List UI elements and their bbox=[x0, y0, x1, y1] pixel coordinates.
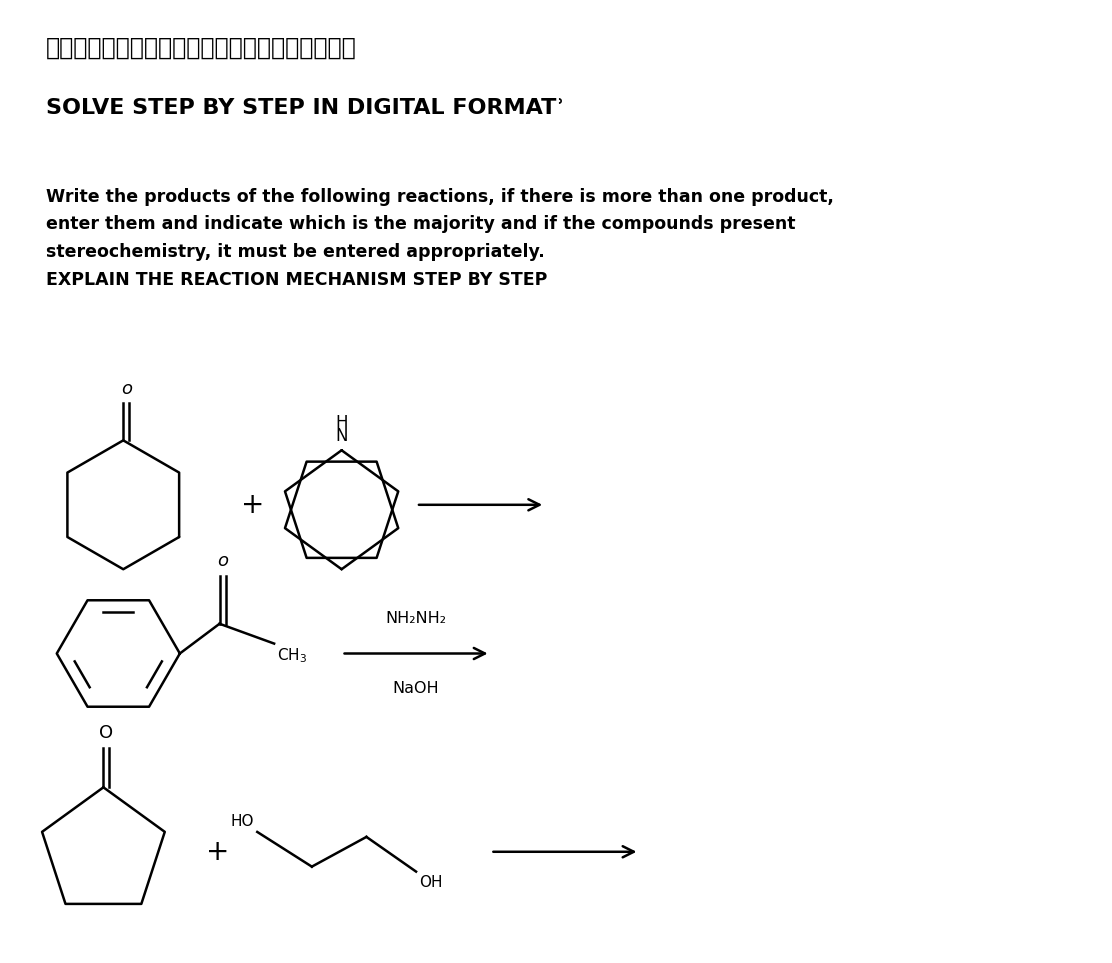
Text: NH₂NH₂: NH₂NH₂ bbox=[386, 611, 447, 626]
Text: SOLVE STEP BY STEP IN DIGITAL FORMATʾ: SOLVE STEP BY STEP IN DIGITAL FORMATʾ bbox=[46, 98, 565, 118]
Text: O: O bbox=[99, 724, 113, 742]
Text: +: + bbox=[240, 491, 264, 519]
Text: o: o bbox=[217, 552, 228, 570]
Text: +: + bbox=[206, 838, 229, 866]
Text: H: H bbox=[336, 414, 348, 432]
Text: デジタル形式で段階的に解決　　ありがとう！！: デジタル形式で段階的に解決 ありがとう！！ bbox=[46, 36, 357, 60]
Text: HO: HO bbox=[231, 814, 255, 829]
Text: Write the products of the following reactions, if there is more than one product: Write the products of the following reac… bbox=[46, 188, 834, 205]
Text: CH$_3$: CH$_3$ bbox=[277, 646, 307, 665]
Text: OH: OH bbox=[419, 874, 443, 890]
Text: NaOH: NaOH bbox=[393, 681, 439, 696]
Text: stereochemistry, it must be entered appropriately.: stereochemistry, it must be entered appr… bbox=[46, 243, 545, 261]
Text: EXPLAIN THE REACTION MECHANISM STEP BY STEP: EXPLAIN THE REACTION MECHANISM STEP BY S… bbox=[46, 271, 547, 289]
Text: enter them and indicate which is the majority and if the compounds present: enter them and indicate which is the maj… bbox=[46, 216, 795, 233]
Text: o: o bbox=[121, 379, 131, 398]
Text: N: N bbox=[336, 428, 348, 445]
